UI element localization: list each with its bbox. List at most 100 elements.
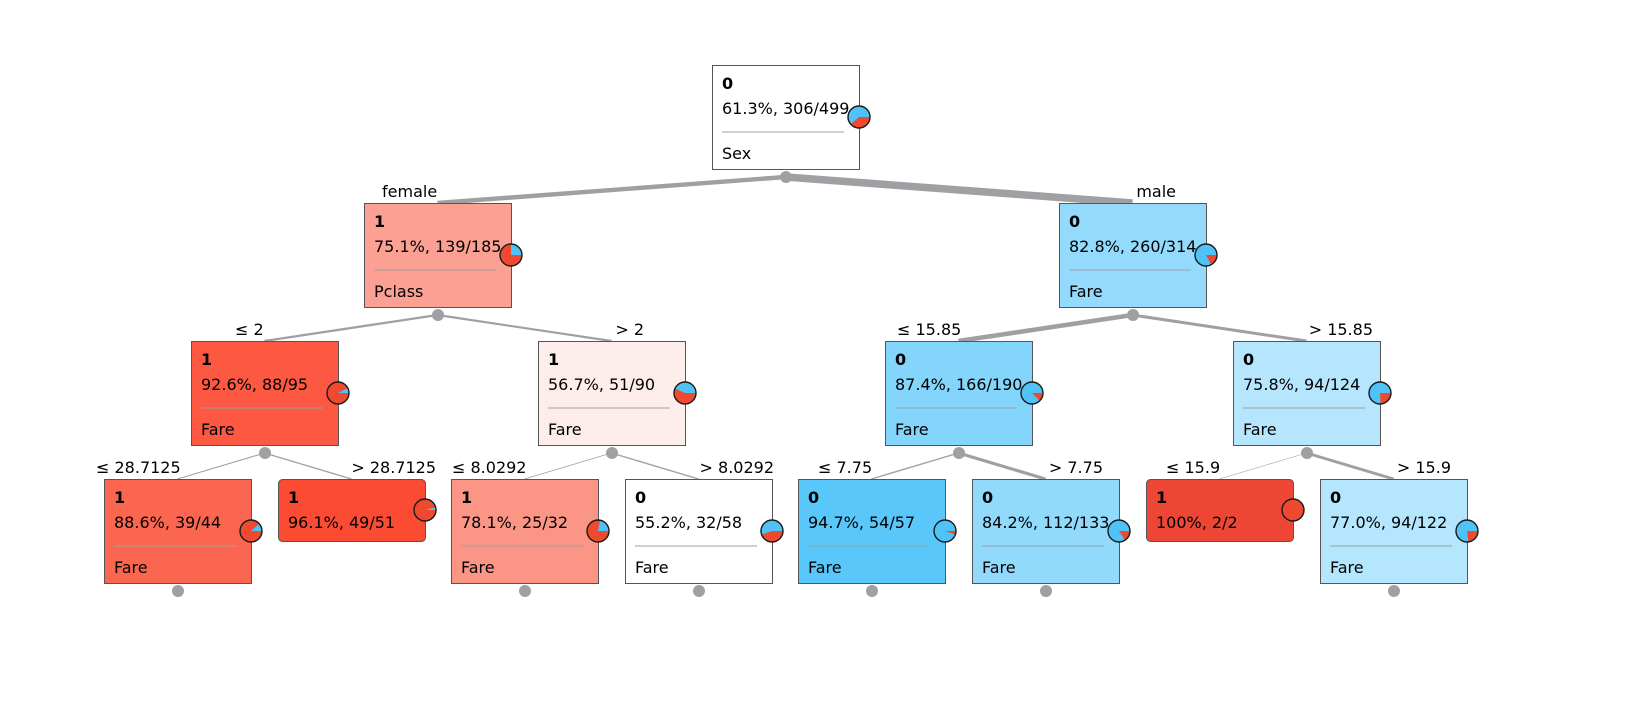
- node-split-attribute: Fare: [548, 420, 582, 439]
- tree-node-root[interactable]: 0 61.3%, 306/499 Sex: [712, 65, 871, 184]
- node-split-attribute: Fare: [635, 558, 669, 577]
- pie-class-1: [1467, 531, 1478, 542]
- class-distribution-pie: [673, 381, 697, 405]
- pie-class-1: [1206, 255, 1217, 265]
- edge-label: > 8.0292: [700, 458, 774, 477]
- tree-node-n-fare-gt287125[interactable]: 1 96.1%, 49/51: [278, 479, 437, 542]
- split-point-dot: [780, 171, 792, 183]
- class-distribution-pie: [1020, 381, 1044, 405]
- node-box: [798, 479, 946, 584]
- edge-label: ≤ 8.0292: [452, 458, 526, 477]
- class-distribution-pie: [413, 498, 437, 522]
- node-box: [191, 341, 339, 446]
- pie-class-1: [673, 388, 696, 405]
- edge-label: > 28.7125: [351, 458, 436, 477]
- node-class-label: 0: [982, 488, 993, 507]
- node-stats: 55.2%, 32/58: [635, 513, 742, 532]
- node-box: [1233, 341, 1381, 446]
- node-box: [1059, 203, 1207, 308]
- pie-outline: [1194, 243, 1218, 267]
- tree-node-n-fare-le775[interactable]: 0 94.7%, 54/57 Fare: [798, 479, 957, 598]
- node-split-attribute: Fare: [1243, 420, 1277, 439]
- pie-outline: [499, 243, 523, 267]
- node-class-label: 1: [114, 488, 125, 507]
- expand-node-dot[interactable]: [1388, 585, 1400, 597]
- node-class-label: 0: [635, 488, 646, 507]
- tree-node-n-pclass-gt2[interactable]: 1 56.7%, 51/90 Fare: [538, 341, 697, 460]
- node-split-attribute: Fare: [895, 420, 929, 439]
- expand-node-dot[interactable]: [866, 585, 878, 597]
- tree-node-n-fare-gt775[interactable]: 0 84.2%, 112/133 Fare: [972, 479, 1131, 598]
- edge-n-male-to-n-fare-gt1585: [1132, 313, 1307, 343]
- edge-label: ≤ 15.85: [897, 320, 961, 339]
- class-distribution-pie: [933, 519, 957, 543]
- edge-label: > 2: [615, 320, 644, 339]
- node-split-attribute: Fare: [114, 558, 148, 577]
- tree-node-n-fare-gt159[interactable]: 0 77.0%, 94/122 Fare: [1320, 479, 1479, 598]
- split-point-dot: [953, 447, 965, 459]
- edge-n-pclass-le2-to-n-fare-le287125: [177, 452, 265, 480]
- class-distribution-pie: [760, 519, 784, 543]
- class-distribution-pie: [1368, 381, 1392, 405]
- node-split-attribute: Fare: [461, 558, 495, 577]
- pie-class-1: [587, 520, 609, 542]
- edge-label: > 7.75: [1049, 458, 1103, 477]
- pie-class-1: [240, 520, 262, 542]
- edge-root-to-n-male: [785, 173, 1133, 207]
- pie-class-1: [414, 499, 436, 522]
- pie-class-1: [1032, 393, 1043, 401]
- tree-node-n-fare-le159[interactable]: 1 100%, 2/2: [1146, 479, 1305, 542]
- expand-node-dot[interactable]: [172, 585, 184, 597]
- expand-node-dot[interactable]: [693, 585, 705, 597]
- pie-class-1: [761, 531, 783, 543]
- node-class-label: 1: [288, 488, 299, 507]
- tree-node-n-male[interactable]: 0 82.8%, 260/314 Fare: [1059, 203, 1218, 322]
- edge-labels-layer: female male ≤ 2 > 2 ≤ 15.85 > 15.85 ≤ 28.7125 >…: [96, 182, 1451, 477]
- node-class-label: 0: [808, 488, 819, 507]
- split-point-dot: [606, 447, 618, 459]
- split-point-dot: [432, 309, 444, 321]
- tree-node-n-fare-le287125[interactable]: 1 88.6%, 39/44 Fare: [104, 479, 263, 598]
- node-stats: 75.8%, 94/124: [1243, 375, 1360, 394]
- pie-outline: [1455, 519, 1479, 543]
- node-stats: 84.2%, 112/133: [982, 513, 1109, 532]
- edge-root-to-n-female: [437, 174, 786, 206]
- node-split-attribute: Fare: [201, 420, 235, 439]
- edge-label: female: [382, 182, 437, 201]
- expand-node-dot[interactable]: [519, 585, 531, 597]
- node-box: [278, 479, 426, 542]
- pie-outline: [239, 519, 263, 543]
- tree-node-n-fare-le1585[interactable]: 0 87.4%, 166/190 Fare: [885, 341, 1044, 460]
- node-box: [1320, 479, 1468, 584]
- node-split-attribute: Sex: [722, 144, 751, 163]
- node-stats: 78.1%, 25/32: [461, 513, 568, 532]
- node-class-label: 0: [895, 350, 906, 369]
- tree-node-n-pclass-le2[interactable]: 1 92.6%, 88/95 Fare: [191, 341, 350, 460]
- node-class-label: 1: [201, 350, 212, 369]
- tree-node-n-female[interactable]: 1 75.1%, 139/185 Pclass: [364, 203, 523, 322]
- node-box: [104, 479, 252, 584]
- edge-label: ≤ 15.9: [1166, 458, 1220, 477]
- expand-node-dot[interactable]: [1040, 585, 1052, 597]
- pie-class-1: [1282, 499, 1304, 521]
- class-distribution-pie: [499, 243, 523, 267]
- node-split-attribute: Fare: [808, 558, 842, 577]
- edge-label: ≤ 28.7125: [96, 458, 181, 477]
- node-box: [538, 341, 686, 446]
- node-box: [885, 341, 1033, 446]
- tree-node-n-fare-gt1585[interactable]: 0 75.8%, 94/124 Fare: [1233, 341, 1392, 460]
- edge-label: ≤ 7.75: [818, 458, 872, 477]
- tree-node-n-fare-gt80292[interactable]: 0 55.2%, 32/58 Fare: [625, 479, 784, 598]
- node-class-label: 0: [1069, 212, 1080, 231]
- node-class-label: 0: [1243, 350, 1254, 369]
- class-distribution-pie: [1194, 243, 1218, 267]
- edge-n-fare-le1585-to-n-fare-le775: [871, 452, 959, 480]
- class-distribution-pie: [326, 381, 350, 405]
- pie-class-1: [850, 117, 870, 128]
- tree-node-n-fare-le80292[interactable]: 1 78.1%, 25/32 Fare: [451, 479, 610, 598]
- pie-outline: [1020, 381, 1044, 405]
- node-class-label: 0: [722, 74, 733, 93]
- edge-label: ≤ 2: [235, 320, 264, 339]
- node-class-label: 1: [548, 350, 559, 369]
